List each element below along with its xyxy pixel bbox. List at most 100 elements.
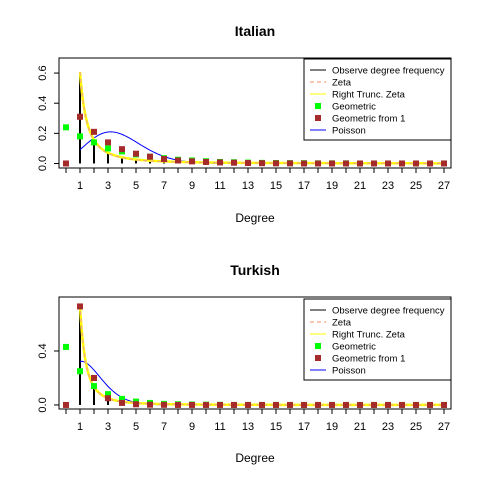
x-tick-label: 13 [242,421,254,433]
geometric-from-1-point [273,160,279,167]
geometric-from-1-point [245,160,251,167]
legend-label: Right Trunc. Zeta [332,90,406,101]
geometric-point [91,139,97,146]
x-tick-label: 23 [382,421,394,433]
geometric-from-1-point [231,159,237,166]
geometric-from-1-point [301,401,307,408]
legend-label: Poisson [332,126,366,137]
x-tick-label: 7 [161,421,167,433]
geometric-from-1-point [77,303,83,310]
geometric-from-1-point [329,401,335,408]
x-tick-label: 25 [410,421,422,433]
x-tick-label: 23 [382,180,394,192]
legend-label: Geometric from 1 [332,114,405,125]
y-tick-label: 0.2 [37,126,49,141]
geometric-from-1-point [273,401,279,408]
geometric-from-1-point [385,160,391,167]
geometric-from-1-point [413,160,419,167]
geometric-from-1-point [147,153,153,160]
y-tick-label: 0.4 [37,343,49,358]
geometric-from-1-point [189,401,195,408]
geometric-from-1-point [413,401,419,408]
x-axis-label: Degree [235,451,275,465]
x-tick-label: 3 [105,180,111,192]
geometric-from-1-point [245,401,251,408]
geometric-from-1-point [231,401,237,408]
geometric-from-1-point [189,158,195,165]
geometric-from-1-point [259,160,265,167]
x-tick-label: 15 [270,421,282,433]
y-tick-label: 0.4 [37,96,49,111]
y-tick-label: 0.0 [37,397,49,412]
geometric-from-1-point [63,160,69,167]
geometric-from-1-point [315,160,321,167]
geometric-from-1-point [259,401,265,408]
geometric-from-1-point [77,113,83,120]
geometric-from-1-point [91,374,97,381]
legend-swatch-point [315,343,321,349]
geometric-from-1-point [105,139,111,146]
y-tick-label: 0.6 [37,65,49,80]
geometric-from-1-point [371,160,377,167]
legend-label: Geometric from 1 [332,354,405,365]
geometric-from-1-point [287,401,293,408]
legend-swatch-point [315,355,321,361]
geometric-point [105,391,111,398]
x-axis-label: Degree [235,211,275,225]
geometric-from-1-point [119,146,125,153]
legend-swatch-point [315,103,321,109]
geometric-from-1-point [63,401,69,408]
legend-label: Geometric [332,102,376,113]
geometric-point [77,368,83,375]
geometric-from-1-point [217,401,223,408]
legend-label: Poisson [332,366,366,377]
geometric-from-1-point [161,401,167,408]
geometric-from-1-point [161,155,167,162]
legend-label: Observe degree frequency [332,306,445,317]
x-tick-label: 5 [133,180,139,192]
x-tick-label: 13 [242,180,254,192]
x-tick-label: 9 [189,421,195,433]
x-tick-label: 21 [354,421,366,433]
legend-box [303,298,452,381]
x-tick-label: 1 [77,421,83,433]
legend-label: Right Trunc. Zeta [332,330,406,341]
geometric-from-1-point [287,160,293,167]
geometric-from-1-point [133,150,139,157]
chart-title: Italian [235,23,275,39]
x-tick-label: 17 [298,421,310,433]
x-tick-label: 11 [214,180,225,192]
geometric-from-1-point [399,160,405,167]
geometric-from-1-point [441,401,447,408]
geometric-point [77,133,83,140]
geometric-from-1-point [91,128,97,135]
geometric-from-1-point [175,401,181,408]
geometric-from-1-point [427,160,433,167]
geometric-from-1-point [105,395,111,402]
x-tick-label: 9 [189,180,195,192]
x-tick-label: 5 [133,421,139,433]
geometric-from-1-point [329,160,335,167]
geometric-point [63,343,69,350]
geometric-from-1-point [203,401,209,408]
x-tick-label: 11 [214,421,225,433]
geometric-from-1-point [399,401,405,408]
geometric-from-1-point [119,399,125,406]
geometric-from-1-point [427,401,433,408]
geometric-from-1-point [301,160,307,167]
x-tick-label: 3 [105,421,111,433]
geometric-from-1-point [147,401,153,408]
geometric-from-1-point [357,401,363,408]
legend-label: Observe degree frequency [332,66,445,77]
geometric-from-1-point [315,401,321,408]
geometric-from-1-point [441,160,447,167]
x-tick-label: 19 [326,180,338,192]
x-tick-label: 17 [298,180,310,192]
zeta-line [79,71,444,164]
legend-swatch-point [315,115,321,121]
